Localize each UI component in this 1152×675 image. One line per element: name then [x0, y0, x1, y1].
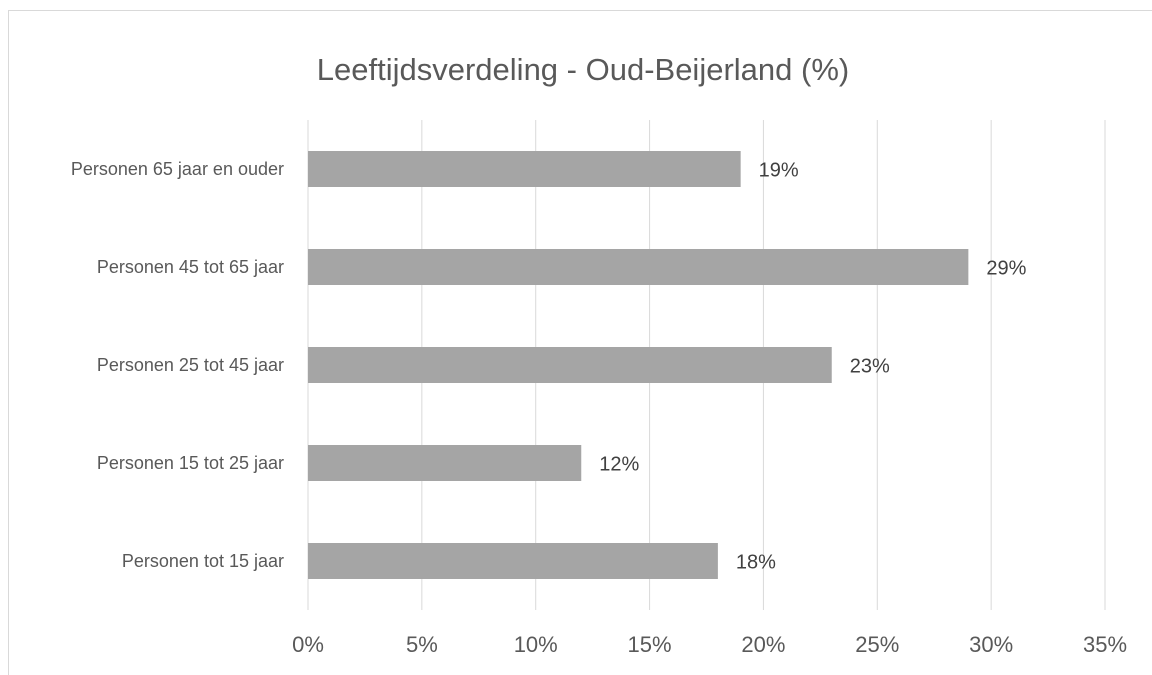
data-label: 29% [986, 257, 1026, 279]
y-tick-label: Personen tot 15 jaar [122, 551, 284, 571]
x-tick-label: 5% [406, 632, 438, 657]
data-label: 18% [736, 551, 776, 573]
data-label: 19% [759, 159, 799, 181]
y-tick-label: Personen 15 tot 25 jaar [97, 453, 284, 473]
x-tick-label: 25% [855, 632, 899, 657]
x-tick-label: 30% [969, 632, 1013, 657]
x-tick-label: 15% [628, 632, 672, 657]
data-label: 12% [599, 453, 639, 475]
bar [308, 543, 718, 579]
bar [308, 347, 832, 383]
y-tick-label: Personen 45 tot 65 jaar [97, 257, 284, 277]
y-tick-label: Personen 65 jaar en ouder [71, 159, 284, 179]
data-label: 23% [850, 355, 890, 377]
x-tick-label: 20% [741, 632, 785, 657]
bar [308, 445, 582, 481]
chart-title: Leeftijdsverdeling - Oud-Beijerland (%) [317, 52, 849, 87]
y-tick-label: Personen 25 tot 45 jaar [97, 355, 284, 375]
x-tick-label: 35% [1083, 632, 1127, 657]
bar [308, 151, 741, 187]
x-tick-label: 10% [514, 632, 558, 657]
bar [308, 249, 969, 285]
x-tick-label: 0% [292, 632, 324, 657]
